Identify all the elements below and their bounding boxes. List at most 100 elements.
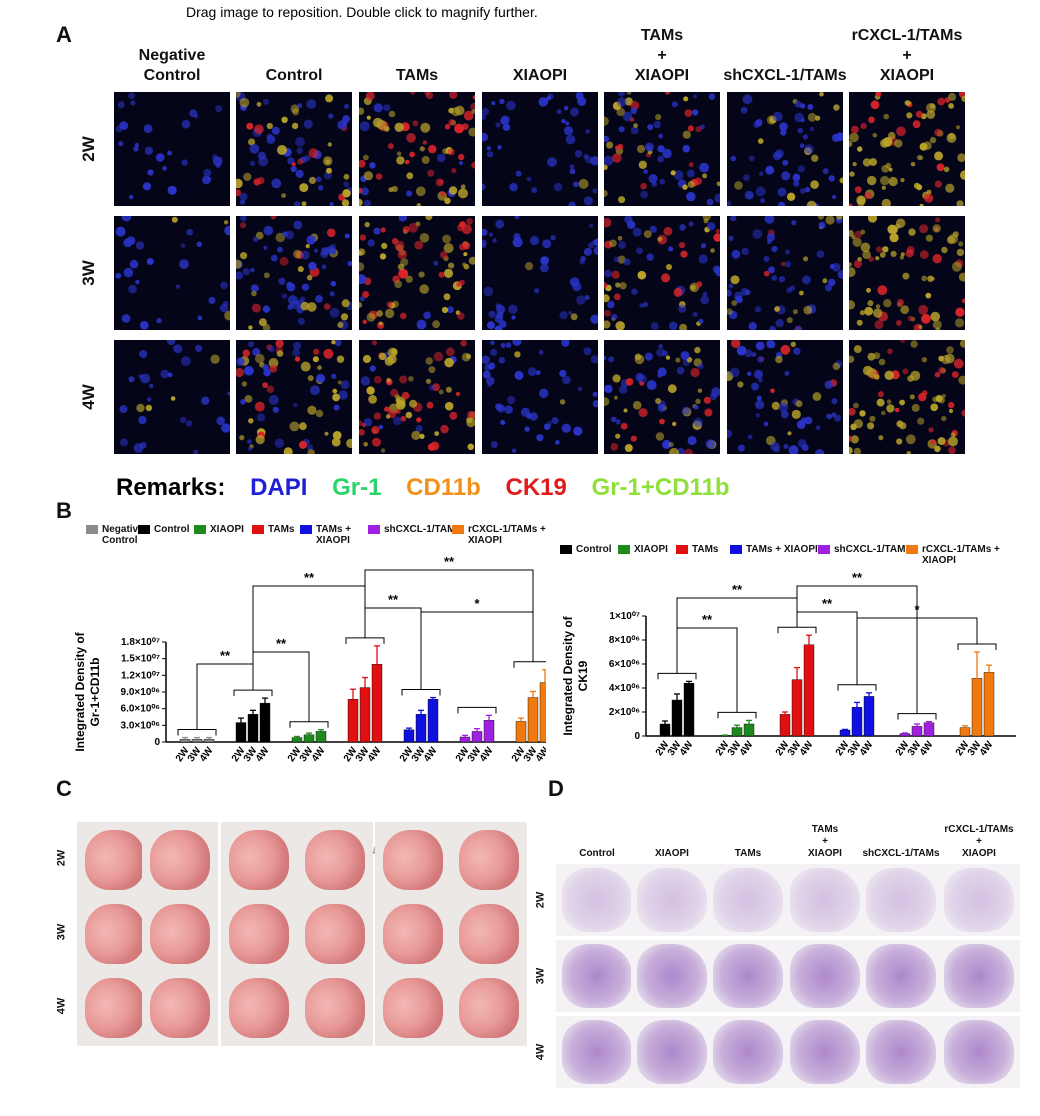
bar — [911, 726, 923, 737]
histology-image — [860, 940, 942, 1012]
lung-photo — [77, 970, 153, 1046]
y-tick-label: 9.0×10⁰⁶ — [121, 687, 160, 698]
significance-bracket — [420, 611, 534, 690]
bar — [731, 727, 743, 737]
legend-swatch — [452, 525, 464, 534]
legend-label: XIAOPI — [634, 544, 668, 555]
tissue-section — [713, 944, 783, 1008]
bar — [527, 697, 539, 743]
legend-swatch — [86, 525, 98, 534]
bar — [539, 682, 546, 743]
x-tick-label: 4W — [310, 745, 328, 764]
significance-label: ** — [732, 582, 743, 597]
fluorescence-image — [849, 92, 965, 206]
y-tick-label: 6×10⁰⁶ — [609, 659, 640, 670]
legend-swatch — [138, 525, 150, 534]
legend-swatch — [676, 545, 688, 554]
fluorescence-image — [849, 216, 965, 330]
legend-label: XIAOPI — [210, 524, 244, 535]
tissue-section — [562, 944, 632, 1008]
panelD-row-label: 3W — [534, 967, 547, 985]
tissue-section — [944, 944, 1014, 1008]
x-tick-label: 4W — [678, 739, 696, 758]
y-tick-label: 8×10⁰⁶ — [609, 635, 640, 646]
tissue-section — [562, 868, 632, 932]
y-axis-label: Integrated Density of — [73, 631, 87, 751]
tissue-section — [713, 1020, 783, 1084]
bar — [899, 733, 911, 737]
group-bracket — [717, 711, 757, 719]
significance-bracket — [856, 617, 978, 685]
group-bracket — [233, 689, 273, 697]
legend-label: shCXCL-1/TAMs — [384, 524, 462, 535]
lung-shape — [459, 830, 519, 890]
tissue-section — [866, 1020, 936, 1084]
lung-photo — [77, 822, 153, 898]
group-bracket — [513, 661, 546, 668]
legend-entry: shCXCL-1/TAMs — [818, 544, 911, 555]
bar — [779, 714, 791, 737]
fluorescence-image — [359, 340, 475, 454]
legend-label: Control — [154, 524, 190, 535]
legend-entry: TAMs — [676, 544, 718, 555]
fluorescence-image — [482, 340, 598, 454]
lung-photo — [451, 822, 527, 898]
lung-photo — [375, 822, 451, 898]
bar — [415, 714, 427, 743]
y-axis-label: CK19 — [576, 660, 590, 691]
significance-label: ** — [276, 636, 287, 651]
remark-ck19: CK19 — [505, 474, 567, 501]
legend-label: Negative Control — [102, 524, 144, 546]
lung-shape — [150, 978, 210, 1038]
legend-swatch — [300, 525, 312, 534]
bar — [515, 721, 527, 743]
x-tick-label: 4W — [858, 739, 876, 758]
histology-image — [860, 864, 942, 936]
x-tick-label: 4W — [198, 745, 216, 764]
bar — [371, 664, 383, 743]
histology-image — [938, 864, 1020, 936]
legend-swatch — [368, 525, 380, 534]
panelC-row-label: 3W — [55, 923, 68, 941]
lung-shape — [459, 904, 519, 964]
histology-image — [556, 1016, 638, 1088]
histology-image — [938, 1016, 1020, 1088]
legend-swatch — [252, 525, 264, 534]
y-tick-label: 2×10⁰⁶ — [609, 707, 640, 718]
fluorescence-image — [114, 340, 230, 454]
bar — [851, 706, 863, 737]
panelD-column-header: rCXCL-1/TAMs + XIAOPI — [944, 824, 1014, 859]
x-tick-label: 4W — [478, 745, 496, 764]
x-tick-label: 4W — [738, 739, 756, 758]
y-tick-label: 4×10⁰⁶ — [609, 683, 640, 694]
panel-a-column-header: Control — [265, 67, 323, 84]
significance-label: * — [474, 596, 480, 611]
tissue-section — [713, 868, 783, 932]
x-tick-label: 4W — [422, 745, 440, 764]
panel-label-b: B — [56, 498, 72, 523]
tissue-section — [562, 1020, 632, 1084]
lung-photo — [221, 822, 297, 898]
tissue-section — [866, 944, 936, 1008]
bar — [259, 702, 271, 743]
legend-label: shCXCL-1/TAMs — [834, 544, 912, 555]
panel-a-column-header: TAMs + XIAOPI — [634, 27, 690, 84]
bar — [743, 723, 755, 737]
group-bracket — [401, 689, 441, 696]
lung-shape — [383, 904, 443, 964]
legend-swatch — [906, 545, 918, 554]
remark-gr1: Gr-1 — [332, 474, 382, 501]
panelD-column-header: Control — [579, 848, 615, 859]
y-tick-label: 6.0×10⁰⁶ — [121, 704, 160, 715]
lung-photo — [77, 896, 153, 972]
bar — [471, 731, 483, 743]
panelD-column-header: TAMs — [734, 848, 762, 859]
panel-label-a: A — [56, 22, 72, 47]
x-tick-label: 4W — [798, 739, 816, 758]
bar — [315, 731, 327, 743]
histology-image — [784, 1016, 866, 1088]
group-bracket — [457, 706, 497, 714]
significance-bracket — [796, 585, 918, 714]
lung-photo — [451, 896, 527, 972]
fluorescence-image — [727, 92, 843, 206]
